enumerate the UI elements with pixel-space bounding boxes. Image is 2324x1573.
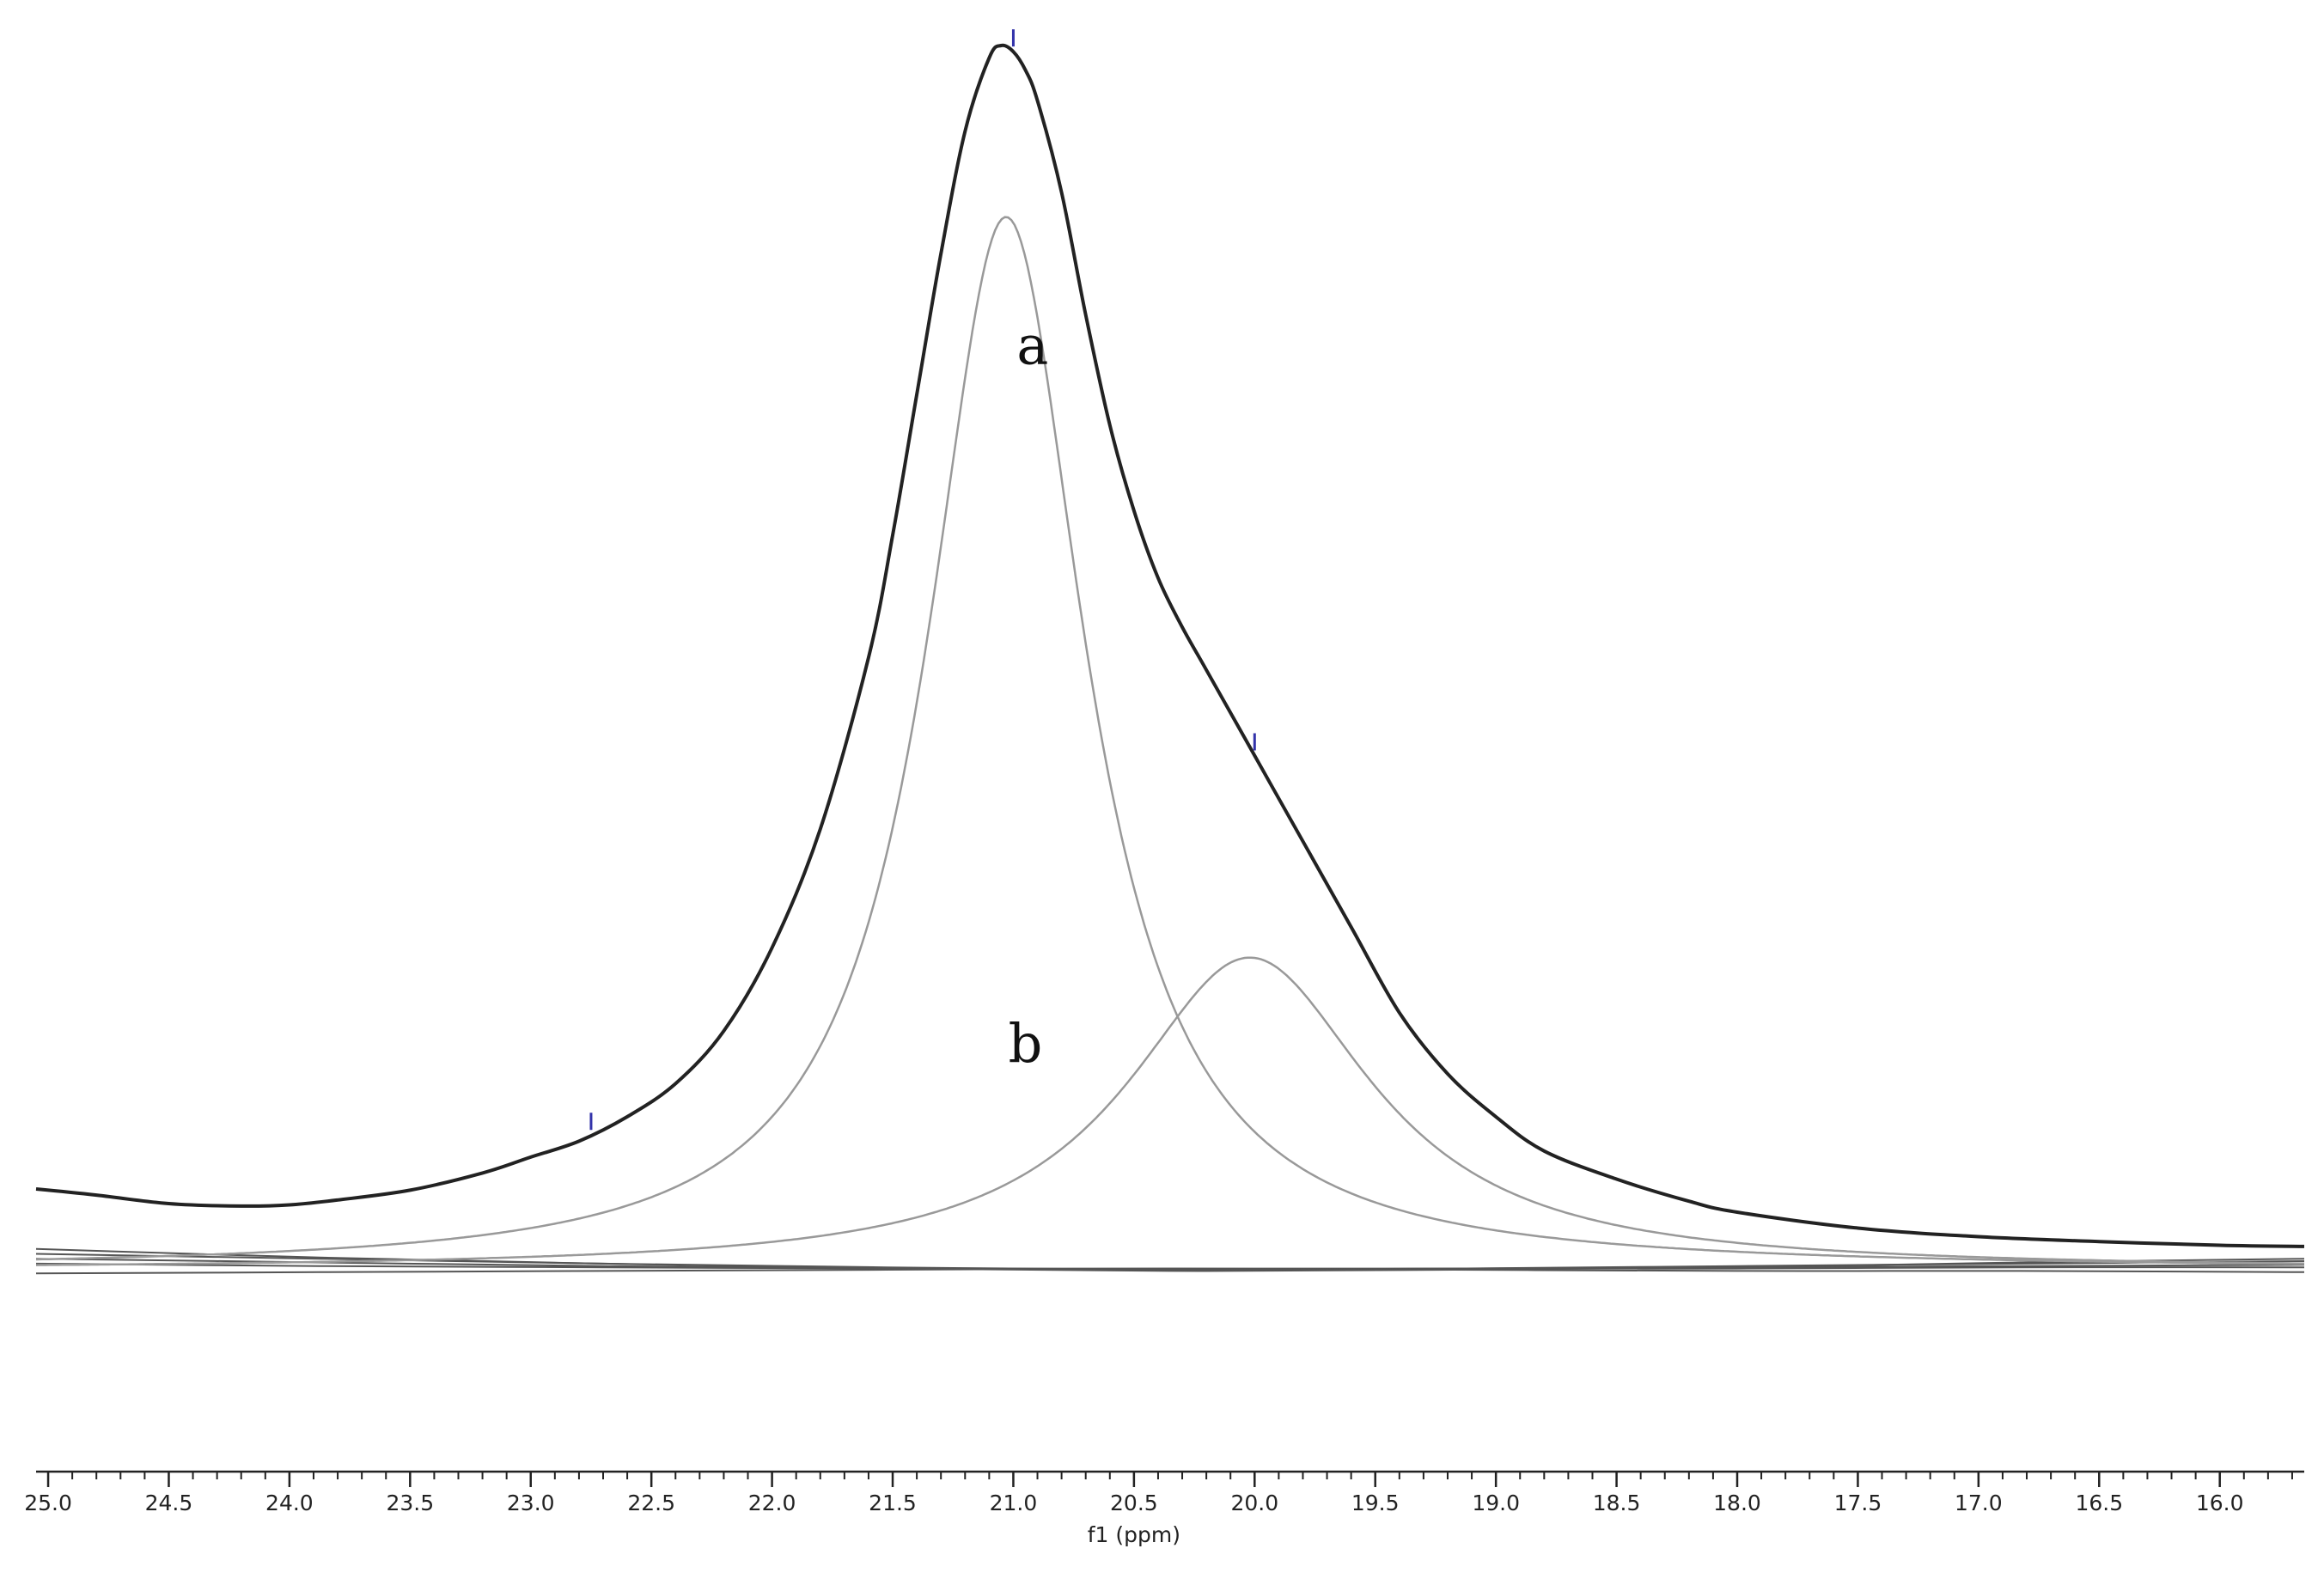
x-tick-label: 22.0 bbox=[748, 1491, 796, 1515]
x-tick-label: 24.0 bbox=[265, 1491, 314, 1515]
x-tick-label: 21.0 bbox=[990, 1491, 1038, 1515]
component-curve-a bbox=[35, 216, 2305, 1265]
peak-labels: ab bbox=[1009, 314, 1049, 1075]
x-tick-label: 18.0 bbox=[1713, 1491, 1761, 1515]
x-axis: 25.0 24.5 24.0 23.5 23.0 22.5 22.0 21.5 21.0 20.5… bbox=[24, 1470, 2304, 1547]
x-axis-tick-labels: 25.0 24.5 24.0 23.5 23.0 22.5 22.0 21.5 21.0 20.5… bbox=[24, 1491, 2243, 1515]
baseline-trace-4 bbox=[35, 1267, 2305, 1275]
component-curves bbox=[35, 216, 2305, 1266]
x-tick-label: 16.5 bbox=[2075, 1491, 2123, 1515]
component-curve-b bbox=[35, 956, 2304, 1266]
x-tick-label: 17.0 bbox=[1955, 1491, 2003, 1515]
x-axis-minor-ticks bbox=[47, 1472, 2293, 1479]
envelope-curve bbox=[35, 43, 2305, 1248]
x-tick-label: 22.5 bbox=[627, 1491, 675, 1515]
peak-label-b: b bbox=[1009, 1012, 1043, 1075]
peak-label-a: a bbox=[1016, 314, 1048, 377]
peak-markers bbox=[589, 29, 1256, 1131]
x-tick-label: 19.5 bbox=[1351, 1491, 1400, 1515]
x-axis-title: f1 (ppm) bbox=[1088, 1522, 1180, 1547]
x-tick-label: 25.0 bbox=[24, 1491, 72, 1515]
x-tick-label: 18.5 bbox=[1593, 1491, 1641, 1515]
x-tick-label: 16.0 bbox=[2196, 1491, 2244, 1515]
x-tick-label: 24.5 bbox=[145, 1491, 193, 1515]
x-tick-label: 23.0 bbox=[507, 1491, 555, 1515]
x-tick-label: 20.0 bbox=[1230, 1491, 1278, 1515]
envelope-curve-group bbox=[35, 43, 2305, 1248]
x-tick-label: 17.5 bbox=[1834, 1491, 1882, 1515]
x-tick-label: 20.5 bbox=[1110, 1491, 1158, 1515]
plot-area: ab bbox=[35, 29, 2305, 1275]
x-tick-label: 23.5 bbox=[386, 1491, 434, 1515]
x-tick-label: 21.5 bbox=[869, 1491, 917, 1515]
x-tick-label: 19.0 bbox=[1472, 1491, 1520, 1515]
x-axis-major-ticks bbox=[46, 1472, 2221, 1487]
